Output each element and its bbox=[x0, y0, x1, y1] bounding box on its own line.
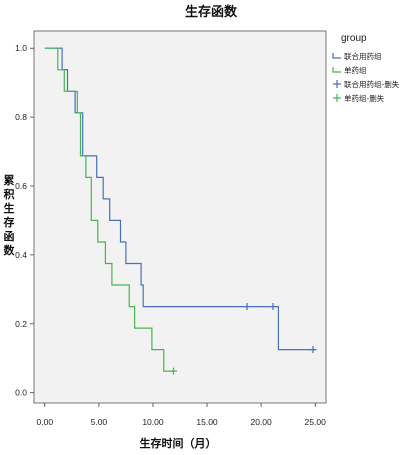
censor-mark bbox=[170, 367, 178, 375]
legend-item-label: 联合用药组 bbox=[344, 51, 382, 61]
y-tick-label: 0.4 bbox=[15, 250, 27, 260]
legend-swatch-line bbox=[332, 67, 341, 73]
legend-swatch-plus bbox=[333, 94, 341, 102]
legend-item-label: 单药组-删失 bbox=[344, 93, 385, 103]
plot-area bbox=[33, 30, 327, 404]
y-tick-label: 0.8 bbox=[15, 112, 27, 122]
censor-mark bbox=[243, 303, 251, 311]
legend-item-label: 联合用药组-删失 bbox=[344, 79, 400, 89]
y-axis: 0.0 0.2 0.4 0.6 0.8 1.0 bbox=[15, 43, 34, 398]
x-tick-label: 5.00 bbox=[91, 417, 108, 427]
y-axis-title-char: 函 bbox=[4, 229, 15, 243]
legend-item-label: 单药组 bbox=[344, 65, 367, 75]
series-layer bbox=[44, 47, 317, 375]
censor-mark bbox=[269, 303, 277, 311]
x-axis-title: 生存时间（月） bbox=[140, 436, 217, 450]
x-tick-label: 10.00 bbox=[142, 417, 164, 427]
x-axis: 0.00 5.00 10.00 15.00 20.00 25.00 bbox=[37, 403, 327, 427]
censor-mark bbox=[309, 346, 317, 354]
chart-title: 生存函数 bbox=[185, 4, 238, 20]
y-tick-label: 0.0 bbox=[15, 388, 27, 398]
y-tick-label: 0.2 bbox=[15, 319, 27, 329]
series-line-2 bbox=[44, 47, 174, 372]
legend-title: group bbox=[341, 33, 367, 44]
x-tick-label: 15.00 bbox=[196, 417, 218, 427]
y-axis-title-char: 存 bbox=[4, 215, 15, 229]
x-tick-label: 20.00 bbox=[250, 417, 272, 427]
y-tick-label: 1.0 bbox=[15, 43, 27, 53]
y-axis-title-char: 积 bbox=[4, 187, 15, 201]
y-tick-label: 0.6 bbox=[15, 181, 27, 191]
y-axis-title-char: 累 bbox=[4, 174, 15, 187]
y-axis-title-char: 数 bbox=[4, 243, 16, 257]
y-axis-title-char: 生 bbox=[4, 201, 15, 215]
legend-swatch-plus bbox=[333, 80, 341, 88]
x-tick-label: 25.00 bbox=[305, 417, 327, 427]
legend-swatch-line bbox=[332, 53, 341, 59]
x-tick-label: 0.00 bbox=[37, 417, 54, 427]
